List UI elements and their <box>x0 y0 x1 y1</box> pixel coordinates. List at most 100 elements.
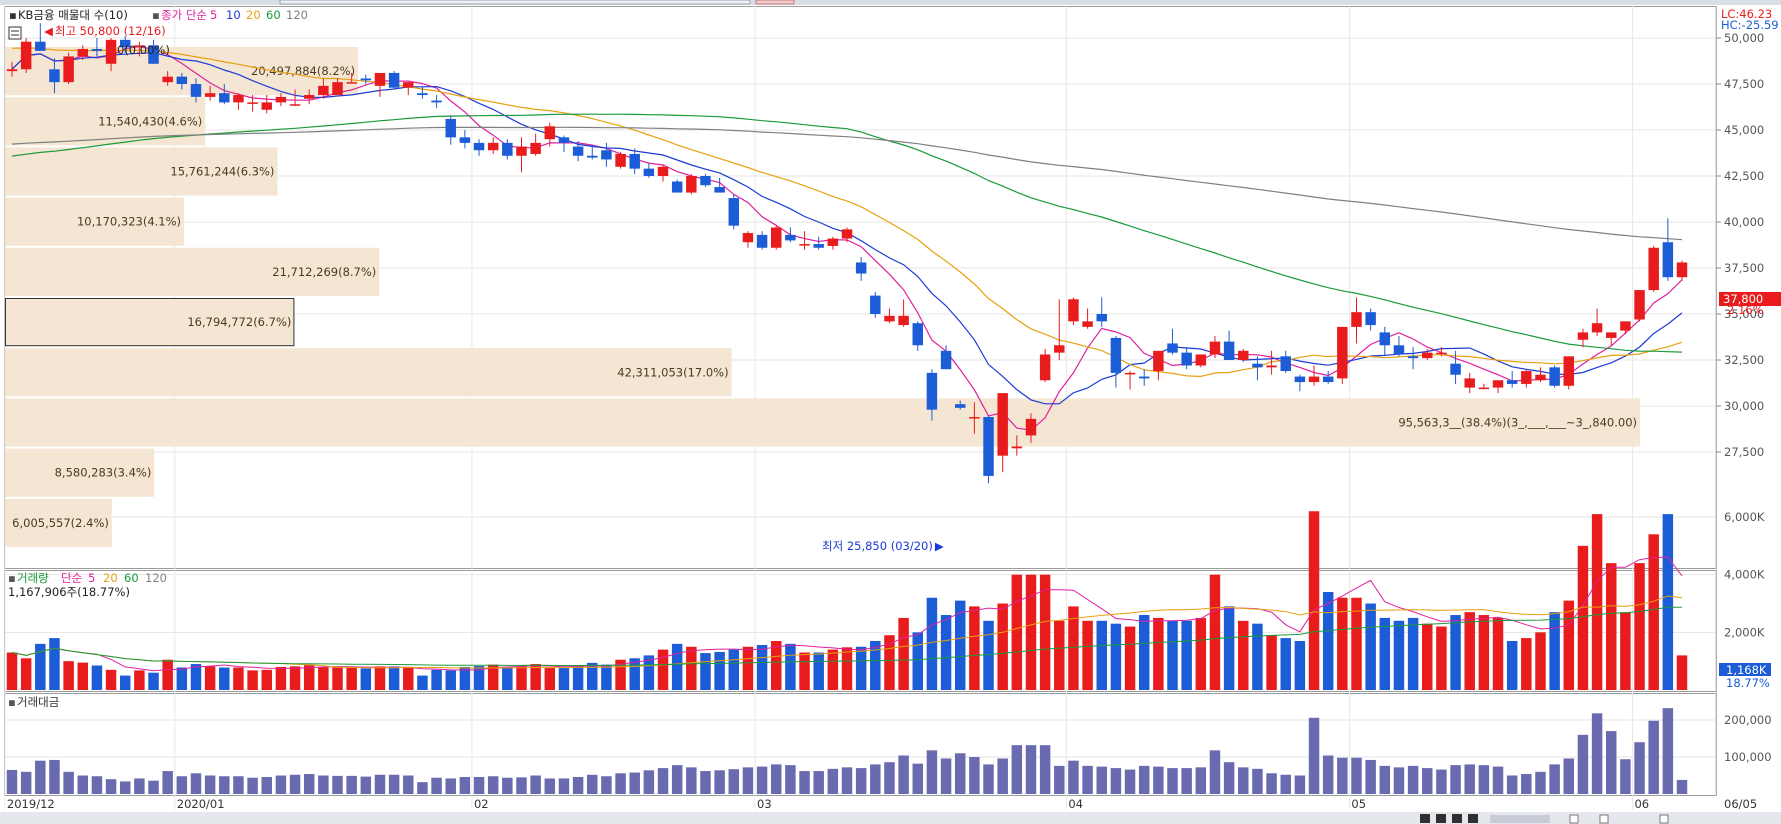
candle-body <box>841 229 853 239</box>
candle-body <box>1209 341 1221 355</box>
amount-bar <box>657 768 669 794</box>
scroll-first-icon[interactable] <box>1420 814 1430 823</box>
volume-bar <box>431 669 442 690</box>
candle-body <box>1223 341 1235 360</box>
candle-body <box>544 126 556 140</box>
amount-bar <box>374 774 386 794</box>
amount-bar <box>969 757 980 794</box>
volume-bar <box>884 635 895 690</box>
amount-bar <box>671 765 683 794</box>
candle-body <box>1337 326 1348 379</box>
price-pane-title: KB금융 매물대 수(10) <box>18 8 128 22</box>
volume-bar <box>827 649 839 690</box>
top-toolbar-button[interactable] <box>755 0 795 5</box>
candle-body <box>1464 378 1475 388</box>
volume-bar <box>1591 514 1603 690</box>
scroll-next-icon[interactable] <box>1452 814 1462 823</box>
candle-body <box>247 102 258 104</box>
volume-ma-line <box>11 556 1683 672</box>
volume-bar <box>1422 623 1433 690</box>
amount-bar <box>1365 759 1376 794</box>
volume-bar <box>686 646 697 690</box>
amount-bar <box>190 773 202 794</box>
volume-bar <box>1606 563 1617 690</box>
volume-bar <box>303 665 315 690</box>
amount-bar <box>247 777 258 794</box>
candle-body <box>1266 365 1277 368</box>
grid-settings-icon[interactable] <box>8 26 22 40</box>
candle-body <box>332 82 343 96</box>
candle-body <box>63 56 74 83</box>
zoom-out-icon[interactable] <box>1569 814 1579 824</box>
volume-bar <box>1535 632 1546 690</box>
volume-bar <box>261 669 272 690</box>
candle-body <box>6 69 18 72</box>
scroll-thumb[interactable] <box>1490 815 1550 823</box>
volume-bar <box>1322 591 1334 690</box>
amount-bar <box>940 758 952 794</box>
volume-profile-label: 8,580,283(3.4%) <box>55 466 152 480</box>
candle-body <box>1591 323 1603 333</box>
amount-bar <box>1054 765 1065 794</box>
volume-profile-label: 11,540,430(4.6%) <box>98 114 202 128</box>
candle-body <box>671 181 683 193</box>
candle-body <box>587 155 598 158</box>
scroll-prev-icon[interactable] <box>1436 814 1446 823</box>
volume-bar <box>6 652 18 690</box>
amount-bar <box>686 767 697 794</box>
partial-profile-label: 0(0.00%) <box>117 43 170 57</box>
volume-profile-band <box>5 298 295 347</box>
candle-body <box>20 41 32 70</box>
zoom-in-icon[interactable] <box>1599 814 1609 824</box>
amount-bar <box>487 776 499 794</box>
amount-bar <box>346 775 357 794</box>
top-toolbar-field[interactable] <box>279 0 751 5</box>
volume-bar <box>1082 620 1093 690</box>
volume-bar <box>20 658 32 690</box>
amount-bar <box>1082 765 1093 794</box>
amount-bar <box>77 775 88 794</box>
current-price-badge <box>1719 292 1781 306</box>
volume-bar <box>1379 617 1391 690</box>
amount-bar <box>1620 759 1631 794</box>
settings-icon[interactable] <box>1659 814 1669 824</box>
candle-body <box>615 153 626 167</box>
scroll-last-icon[interactable] <box>1468 814 1478 823</box>
amount-bar <box>233 776 244 794</box>
volume-bar <box>926 597 938 690</box>
candle-body <box>1577 332 1589 340</box>
candle-body <box>303 95 315 99</box>
amount-bar <box>983 764 994 794</box>
candle-body <box>360 78 372 81</box>
volume-bar <box>516 666 527 690</box>
volume-profile-band <box>5 398 1640 447</box>
candle-body <box>1422 352 1433 359</box>
candle-body <box>813 244 824 248</box>
volume-bar <box>1195 617 1207 690</box>
bottom-scrollbar[interactable] <box>0 812 1781 824</box>
candle-body <box>1238 350 1249 360</box>
amount-bar <box>1436 769 1447 794</box>
volume-bar <box>1506 640 1518 690</box>
amount-bar <box>1308 717 1320 794</box>
volume-bar <box>1025 574 1037 690</box>
candle-body <box>233 95 244 103</box>
candles <box>6 23 1688 484</box>
volume-ma-line <box>11 606 1683 666</box>
volume-bar <box>1648 534 1659 690</box>
amount-bar <box>219 776 230 794</box>
amount-bar <box>1648 720 1659 794</box>
candle-body <box>1676 262 1688 278</box>
candle-body <box>473 142 485 151</box>
volume-bar <box>1450 615 1461 690</box>
volume-bar <box>1266 635 1277 690</box>
amount-bar <box>162 771 173 794</box>
y-axis-labels: 50,000 47,500 45,000 42,500 40,000 37,500 35,0… <box>1716 31 1772 764</box>
volume-bar <box>35 643 46 690</box>
volume-bar <box>176 667 188 690</box>
volume-current: 1,167,906주(18.77%) <box>8 585 130 599</box>
volume-bar <box>49 638 60 690</box>
candle-body <box>530 142 541 154</box>
candle-body <box>219 93 230 103</box>
